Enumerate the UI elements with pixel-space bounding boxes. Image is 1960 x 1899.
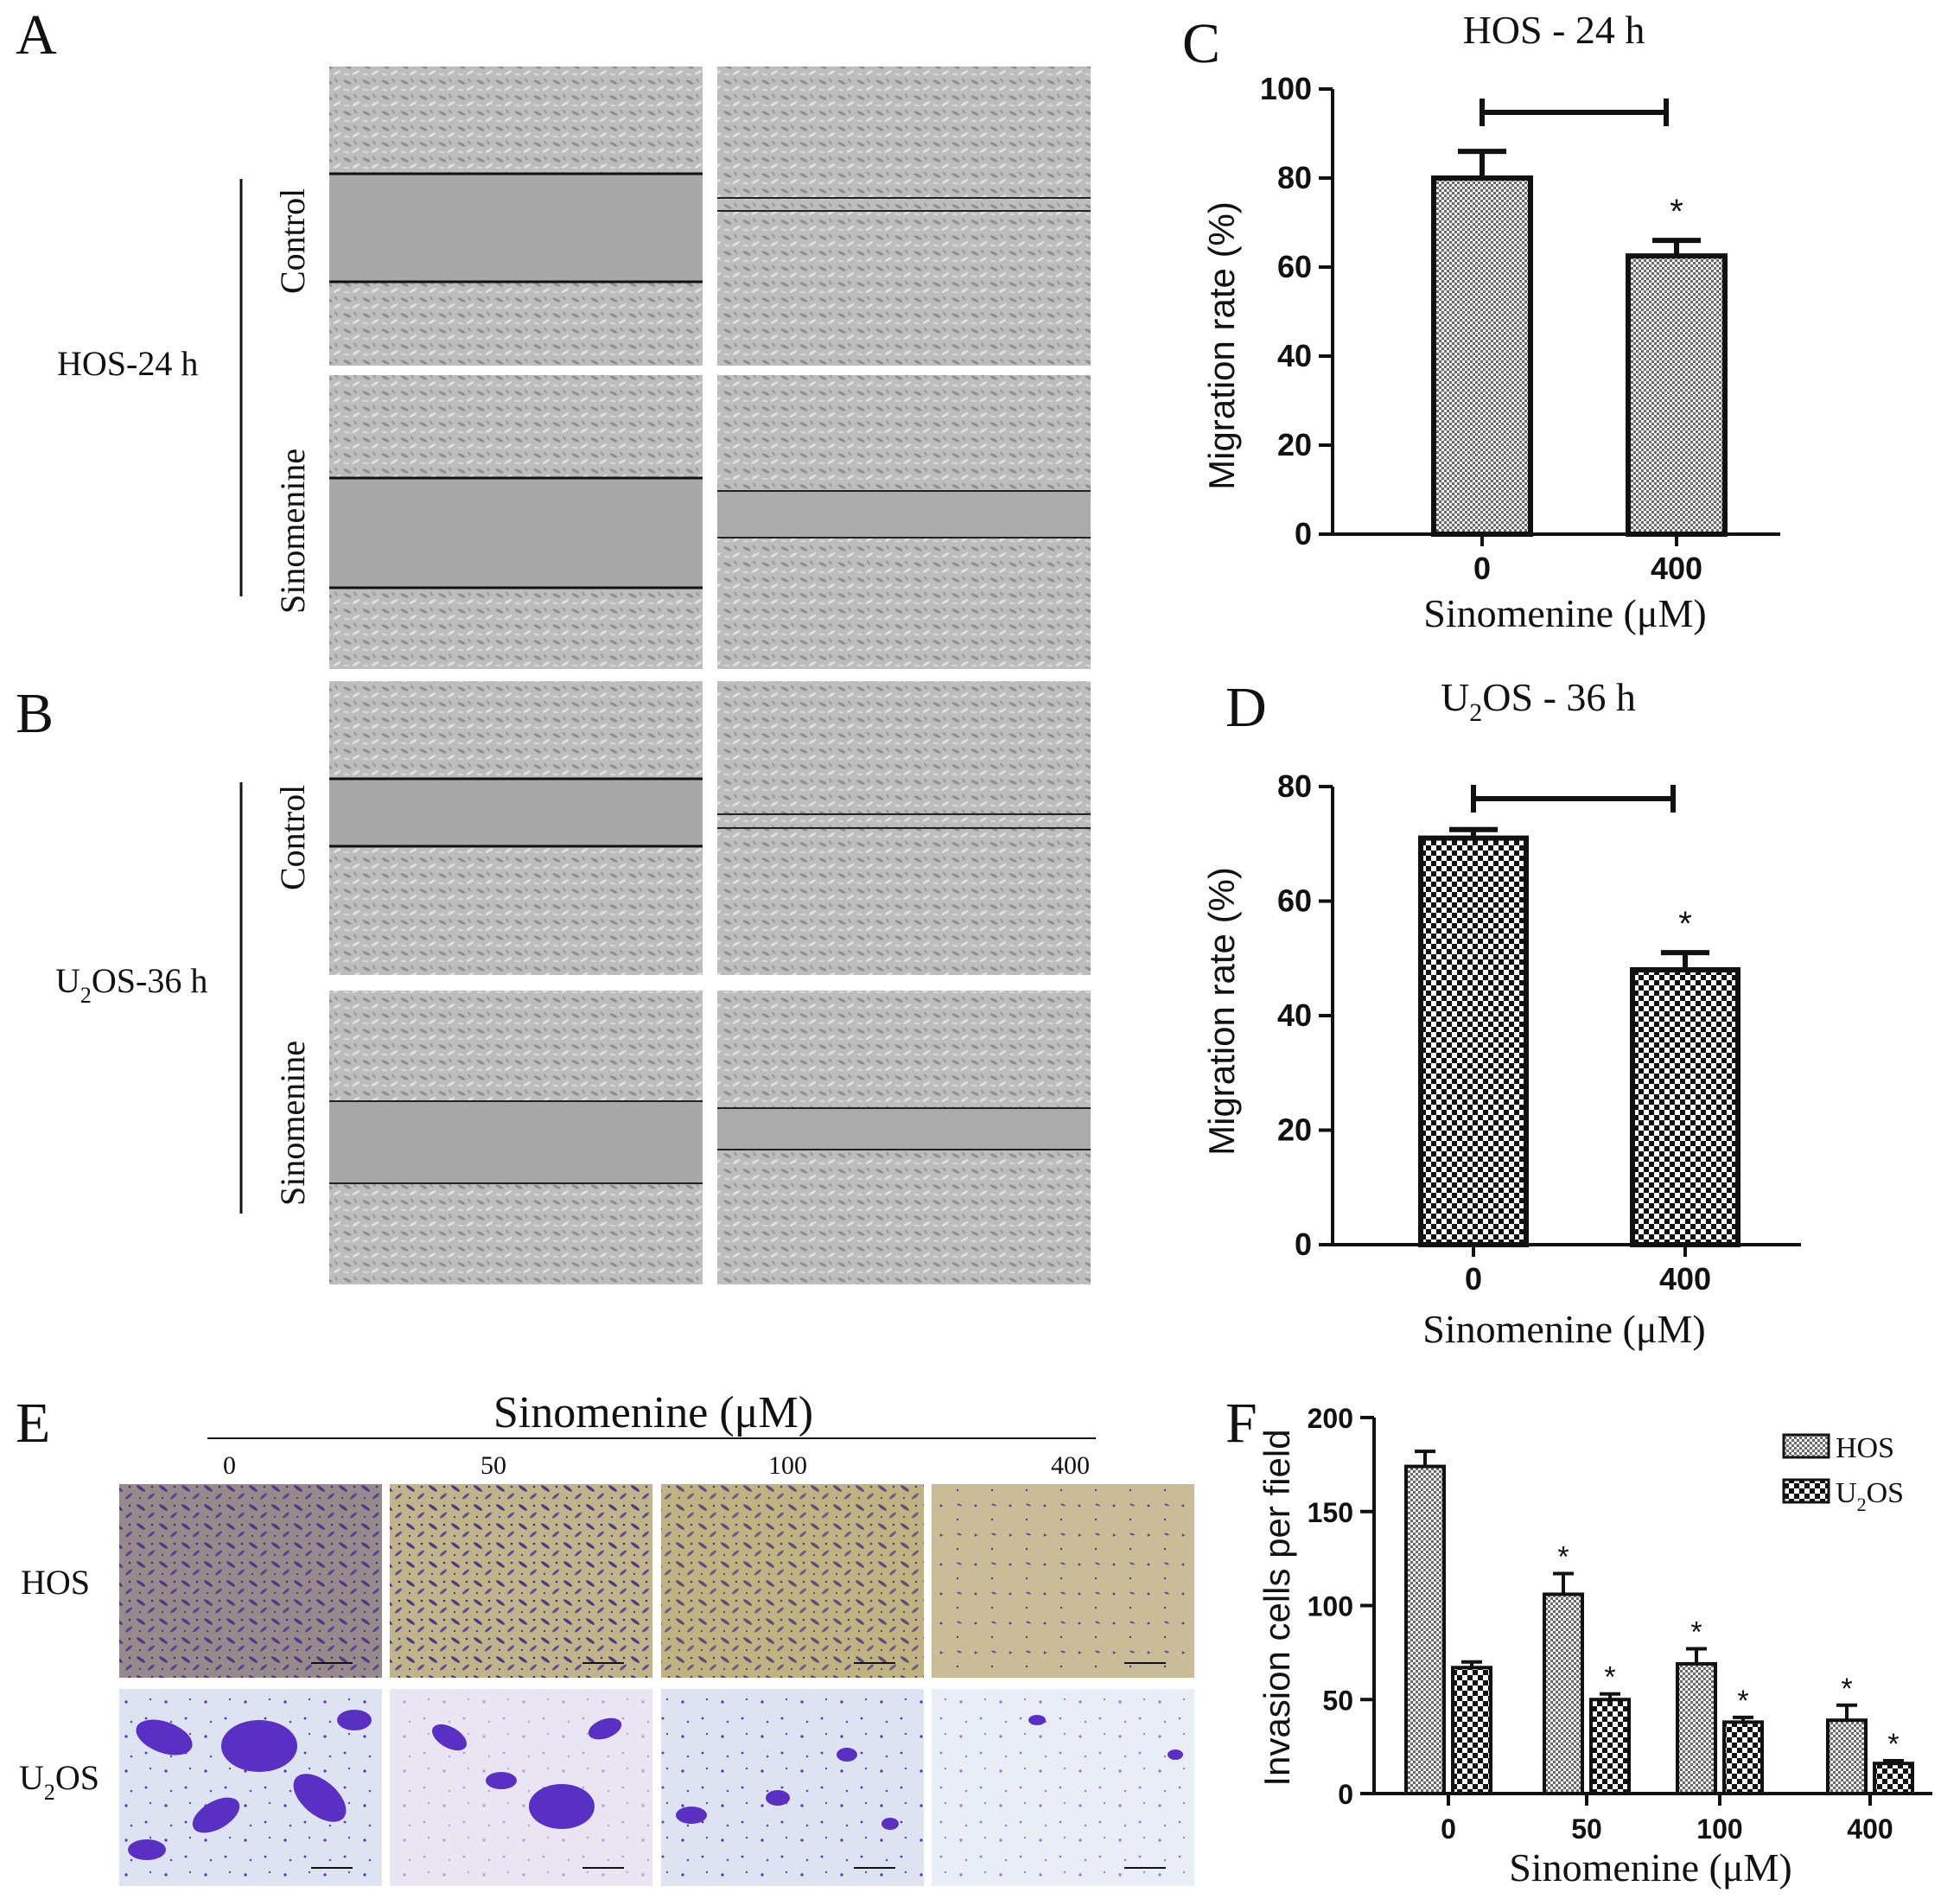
chart-c-sig-400: * [1670, 193, 1683, 231]
chart-d-title: U2OS - 36 h [1441, 675, 1636, 727]
chart-f-xtick-label-100: 100 [1696, 1813, 1742, 1845]
micrograph-b-control-0h [329, 681, 703, 975]
legend-swatch-u2os [1782, 1478, 1830, 1504]
micrograph-b-control-36h [717, 681, 1091, 975]
invasion-image-u2os-400 [932, 1689, 1194, 1886]
chart-f-sig-s1-400: * [1887, 1728, 1899, 1761]
micrograph-a-sinomenine-24h [717, 375, 1091, 669]
chart-d: 0 20 40 60 80 0 400 * [1277, 768, 1801, 1297]
invasion-image-hos-400 [932, 1484, 1194, 1678]
chart-d-ytick-label-80: 80 [1277, 768, 1312, 804]
chart-f-sig-s0-100: * [1690, 1616, 1702, 1649]
panel-e-col-50: 50 [480, 1451, 506, 1480]
chart-f-bar-s1-400 [1873, 1762, 1914, 1795]
chart-c-ytick-label-100: 100 [1260, 71, 1312, 106]
chart-c-ytick-label-20: 20 [1277, 427, 1312, 462]
chart-f-ytick-label-200: 200 [1308, 1403, 1353, 1434]
panel-label-d: D [1225, 676, 1267, 739]
chart-c: 0 20 40 60 80 100 0 400 * [1260, 71, 1780, 586]
chart-d-sig-400: * [1678, 905, 1692, 943]
chart-f-xtick-label-50: 50 [1571, 1813, 1602, 1845]
panel-label-b: B [16, 682, 54, 745]
chart-d-ytick-label-0: 0 [1295, 1227, 1312, 1262]
chart-f-xlabel: Sinomenine (μM) [1509, 1845, 1791, 1889]
row-label-a-sinomenine: Sinomenine [273, 449, 312, 614]
chart-d-ytick-label-20: 20 [1277, 1112, 1312, 1148]
invasion-image-u2os-0 [119, 1689, 382, 1886]
chart-c-xtick-label-0: 0 [1473, 551, 1491, 586]
chart-d-ylabel: Migration rate (%) [1201, 867, 1242, 1156]
chart-f-sig-s0-50: * [1557, 1541, 1569, 1574]
chart-f-ytick-label-150: 150 [1308, 1497, 1353, 1528]
chart-d-bar-400 [1630, 967, 1740, 1247]
panel-e-col-0: 0 [223, 1451, 236, 1480]
panel-label-c: C [1182, 12, 1220, 75]
chart-c-bar-0 [1431, 175, 1533, 537]
invasion-image-hos-100 [661, 1484, 924, 1678]
chart-f-bar-s0-100 [1676, 1661, 1717, 1796]
chart-f-bar-s1-50 [1589, 1698, 1631, 1795]
legend-label-u2os: U2OS [1836, 1477, 1904, 1515]
chart-f-sig-s1-50: * [1604, 1661, 1615, 1694]
chart-f-bar-s0-400 [1826, 1718, 1868, 1796]
group-label-b: U2OS-36 h [55, 961, 207, 1008]
chart-d-ytick-label-40: 40 [1277, 997, 1312, 1033]
chart-c-ytick-label-80: 80 [1277, 160, 1312, 195]
chart-d-ytick-label-60: 60 [1277, 883, 1312, 919]
chart-f-xtick-label-400: 400 [1847, 1813, 1893, 1845]
micrograph-a-sinomenine-0h [329, 375, 703, 669]
chart-c-bar-400 [1626, 253, 1728, 537]
chart-f-ylabel: Invasion cells per field [1257, 1429, 1297, 1786]
chart-f-xtick-label-0: 0 [1441, 1813, 1456, 1845]
invasion-image-hos-0 [119, 1484, 382, 1678]
chart-d-xtick-label-0: 0 [1465, 1261, 1482, 1297]
chart-c-title: HOS - 24 h [1463, 8, 1645, 52]
chart-d-xlabel: Sinomenine (μM) [1422, 1307, 1705, 1351]
panel-e-row-u2os: U2OS [19, 1758, 99, 1805]
panel-e-col-100: 100 [768, 1451, 807, 1480]
chart-f-legend: HOS U2OS [1782, 1432, 1904, 1515]
chart-f-ytick-label-50: 50 [1322, 1685, 1353, 1716]
panel-e-header: Sinomenine (μM) [493, 1388, 813, 1437]
chart-f-bar-s0-50 [1543, 1592, 1584, 1795]
invasion-image-hos-50 [390, 1484, 652, 1678]
group-label-a: HOS-24 h [57, 344, 198, 383]
invasion-image-u2os-100 [661, 1689, 924, 1886]
chart-c-ytick-label-60: 60 [1277, 249, 1312, 284]
chart-f: 0 50 100 150 200 0 50 * * 100 * * 400 * * [1308, 1403, 1932, 1845]
panel-label-e: E [16, 1392, 50, 1455]
chart-d-bar-0 [1418, 835, 1529, 1247]
chart-f-ytick-label-100: 100 [1308, 1591, 1353, 1622]
panel-label-a: A [16, 3, 57, 67]
panel-e-row-hos: HOS [21, 1563, 90, 1602]
chart-f-bar-s1-100 [1722, 1720, 1764, 1795]
row-label-b-control: Control [273, 785, 312, 890]
chart-f-sig-s0-400: * [1841, 1673, 1852, 1705]
micrograph-a-control-0h [329, 67, 703, 366]
chart-f-bar-s0-0 [1404, 1464, 1446, 1796]
invasion-image-u2os-50 [390, 1689, 652, 1886]
micrograph-b-sinomenine-36h [717, 991, 1091, 1284]
legend-label-hos: HOS [1836, 1432, 1894, 1464]
chart-c-xtick-label-400: 400 [1651, 551, 1702, 586]
chart-d-xtick-label-400: 400 [1659, 1261, 1711, 1297]
chart-f-bar-s1-0 [1451, 1666, 1492, 1796]
row-label-b-sinomenine: Sinomenine [273, 1041, 312, 1206]
micrograph-b-sinomenine-0h [329, 991, 703, 1284]
chart-c-ylabel: Migration rate (%) [1201, 201, 1242, 490]
chart-c-ytick-label-40: 40 [1277, 338, 1312, 373]
panel-label-f: F [1225, 1392, 1257, 1455]
row-label-a-control: Control [273, 188, 312, 294]
chart-f-ytick-label-0: 0 [1338, 1779, 1353, 1810]
chart-c-xlabel: Sinomenine (μM) [1423, 591, 1706, 635]
chart-c-ytick-label-0: 0 [1295, 516, 1312, 551]
panel-e-col-400: 400 [1051, 1451, 1090, 1480]
legend-swatch-hos [1782, 1433, 1830, 1459]
chart-f-sig-s1-100: * [1737, 1685, 1748, 1717]
micrograph-a-control-24h [717, 67, 1091, 366]
